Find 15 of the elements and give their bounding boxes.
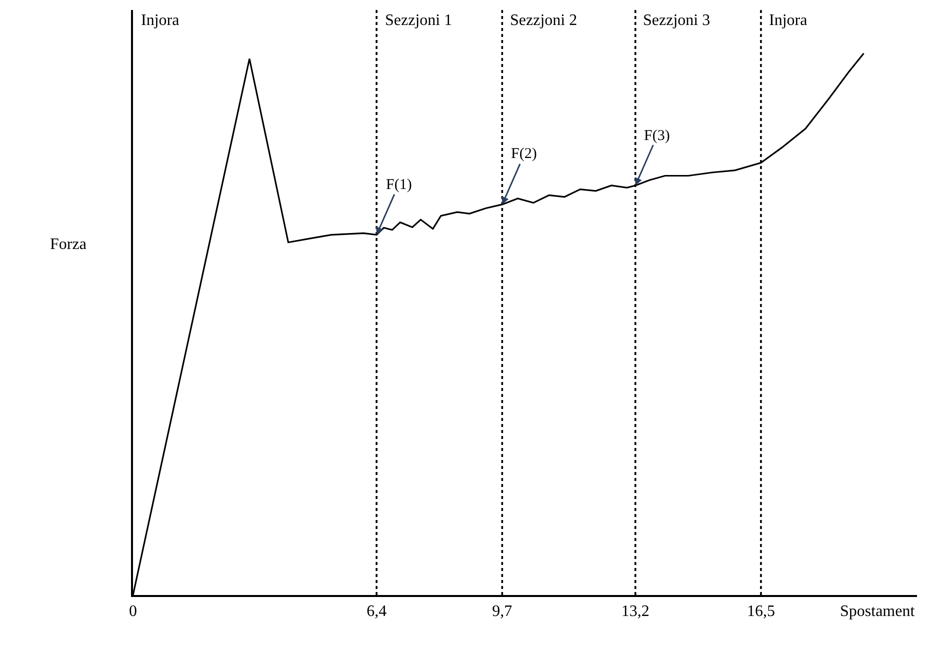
x-tick-label: 9,7 [492,603,512,620]
annotation: F(1) [386,177,412,193]
x-tick-label: 0 [129,603,137,620]
annotation: F(3) [644,128,670,144]
x-tick-label: 6,4 [366,603,387,620]
x-axis-title: Spostament [840,603,916,620]
y-axis-title: Forza [50,236,86,253]
x-tick-label: 16,5 [746,603,775,620]
x-tick-label: 13,2 [621,603,650,620]
ref-line-label: Sezzjoni 3 [643,12,710,29]
text: Injora [141,12,180,29]
ref-line-label: Sezzjoni 1 [385,12,452,29]
ref-line-label: Injora [769,12,808,29]
ref-line-label: Sezzjoni 2 [510,12,578,29]
annotation: F(2) [511,146,537,162]
